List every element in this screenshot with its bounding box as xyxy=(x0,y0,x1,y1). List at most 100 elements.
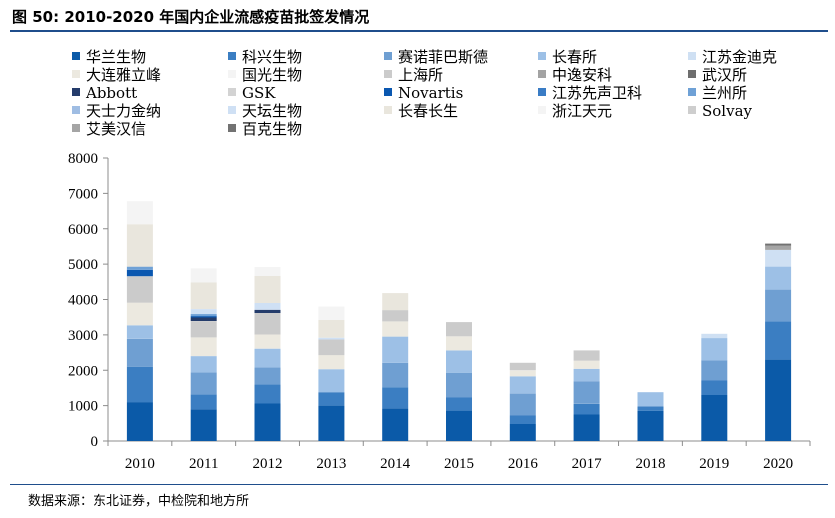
bar-segment xyxy=(126,266,153,270)
legend-label: GSK xyxy=(242,84,276,102)
bar-segment xyxy=(126,402,153,441)
legend-label: Solvay xyxy=(702,102,753,120)
legend-swatch xyxy=(72,52,80,60)
bar-segment xyxy=(254,267,281,276)
legend-label: 艾美汉信 xyxy=(86,120,146,138)
x-tick-label: 2017 xyxy=(572,456,603,472)
bar-segment xyxy=(126,276,153,303)
legend-label: 华兰生物 xyxy=(86,48,146,66)
bar-segment xyxy=(318,369,345,393)
y-tick-label: 8000 xyxy=(68,151,98,167)
bar-segment xyxy=(126,269,153,277)
bar-segment xyxy=(190,337,217,357)
bar-segment xyxy=(190,394,217,410)
bar-segment xyxy=(254,312,281,335)
bar-segment xyxy=(573,350,600,361)
bar-segment xyxy=(190,282,217,309)
bar-segment xyxy=(446,350,472,373)
legend-swatch xyxy=(688,88,696,96)
bar-segment xyxy=(509,362,536,371)
legend-label: 武汉所 xyxy=(702,66,747,84)
bar-segment xyxy=(126,201,153,225)
bar-segment xyxy=(318,306,345,320)
bar-segment xyxy=(190,316,217,318)
legend-label: 中逸安科 xyxy=(552,66,612,84)
bar-segment xyxy=(509,424,536,441)
bar-segment xyxy=(765,359,792,441)
bar-segment xyxy=(190,321,217,338)
bar-segment xyxy=(573,403,600,415)
legend-swatch xyxy=(688,106,696,114)
source-rule xyxy=(10,484,828,485)
legend-swatch xyxy=(228,52,236,60)
y-tick-label: 7000 xyxy=(68,186,98,202)
bar-segment xyxy=(254,348,281,368)
bar-segment xyxy=(446,397,472,411)
legend-swatch xyxy=(688,70,696,78)
legend-swatch xyxy=(72,124,80,132)
legend-label: 上海所 xyxy=(398,66,443,84)
bar-segment xyxy=(190,309,217,315)
bar-segment xyxy=(254,403,281,441)
legend-swatch xyxy=(228,106,236,114)
legend-label: 天士力金纳 xyxy=(86,102,161,120)
bar-segment xyxy=(318,392,345,406)
source-note: 数据来源：东北证券，中检院和地方所 xyxy=(28,494,250,509)
y-tick-label: 6000 xyxy=(68,222,98,238)
bar-segment xyxy=(765,289,792,322)
bar-segment xyxy=(318,355,345,370)
bar-segment xyxy=(765,250,792,267)
x-tick-label: 2010 xyxy=(125,456,155,472)
bar-segment xyxy=(190,314,217,317)
bar-segment xyxy=(701,360,728,381)
legend-swatch xyxy=(688,52,696,60)
x-tick-label: 2019 xyxy=(699,456,729,472)
bar-segment xyxy=(573,414,600,441)
figure-title: 图 50: 2010-2020 年国内企业流感疫苗批签发情况 xyxy=(12,8,370,26)
bar-segment xyxy=(254,334,281,349)
legend-label: 科兴生物 xyxy=(242,48,302,66)
legend-label: 浙江天元 xyxy=(552,102,612,120)
legend-label: 江苏金迪克 xyxy=(702,48,777,66)
y-tick-label: 2000 xyxy=(68,363,98,379)
legend-swatch xyxy=(538,106,546,114)
bar-segment xyxy=(318,339,345,356)
x-tick-label: 2016 xyxy=(508,456,539,472)
bar-segment xyxy=(126,338,153,367)
bar-segment xyxy=(190,356,217,373)
bar-segment xyxy=(254,309,281,313)
bar-segment xyxy=(765,321,792,360)
legend-swatch xyxy=(72,88,80,96)
bar-segment xyxy=(509,376,536,394)
legend-swatch xyxy=(228,124,236,132)
bar-segment xyxy=(382,387,409,409)
bar-segment xyxy=(765,243,792,246)
bar-segment xyxy=(573,381,600,404)
legend-swatch xyxy=(538,52,546,60)
bar-segment xyxy=(446,410,472,441)
legend-swatch xyxy=(538,88,546,96)
bar-segment xyxy=(446,322,472,337)
bar-segment xyxy=(765,245,792,250)
x-tick-label: 2015 xyxy=(444,456,474,472)
legend-swatch xyxy=(384,106,392,114)
legend-swatch xyxy=(384,52,392,60)
bar-segment xyxy=(509,415,536,424)
x-tick-label: 2020 xyxy=(763,456,793,472)
x-tick-label: 2018 xyxy=(635,456,665,472)
bar-segment xyxy=(318,405,345,441)
legend-label: 国光生物 xyxy=(242,66,302,84)
bar-segment xyxy=(254,303,281,310)
bar-segment xyxy=(190,409,217,441)
legend-swatch xyxy=(72,106,80,114)
legend-swatch xyxy=(72,70,80,78)
legend-label: Abbott xyxy=(85,84,137,102)
legend-label: 兰州所 xyxy=(702,84,747,102)
y-tick-label: 1000 xyxy=(68,399,98,415)
bar-segment xyxy=(254,384,281,404)
legend-swatch xyxy=(384,70,392,78)
title-rule xyxy=(10,30,828,32)
legend-label: 大连雅立峰 xyxy=(86,66,161,84)
